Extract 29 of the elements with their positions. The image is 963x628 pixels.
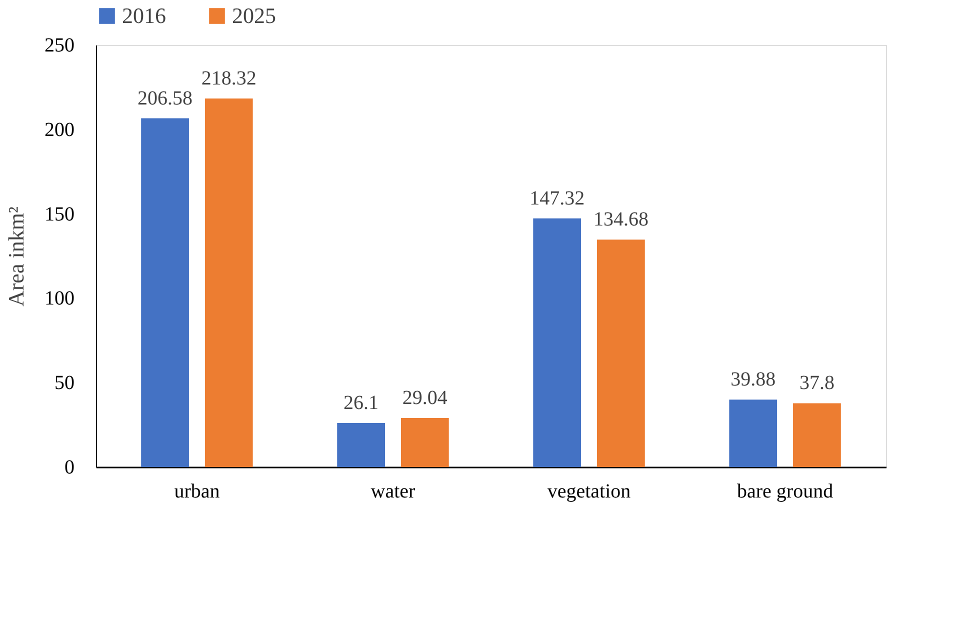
data-label: 26.1 [344,392,379,414]
y-tick-label: 250 [44,34,74,56]
data-label: 147.32 [530,187,585,210]
bar [337,422,386,467]
data-label: 218.32 [201,67,256,90]
y-tick-label: 0 [64,456,74,478]
data-label: 39.88 [730,368,776,391]
x-tick-label: urban [174,480,220,502]
data-label: 206.58 [138,87,193,110]
y-tick-label: 50 [54,372,74,394]
data-label: 134.68 [593,208,648,231]
x-tick-label: bare ground [737,480,834,502]
x-tick-label: vegetation [547,480,631,502]
data-label: 29.04 [402,386,448,409]
bar [533,218,582,467]
x-tick-label: water [370,480,416,502]
y-tick-label: 200 [44,118,74,141]
bar [729,400,778,467]
legend-label: 2025 [232,3,276,28]
y-tick-label: 150 [44,203,74,226]
bar [400,418,449,467]
legend-label: 2016 [122,3,166,28]
bar [596,240,645,467]
bar [793,403,841,467]
y-axis-title: Area inkm² [4,206,28,307]
data-label: 37.8 [799,372,834,394]
bar [141,118,189,467]
bar [204,98,253,467]
y-tick-label: 100 [44,288,74,310]
